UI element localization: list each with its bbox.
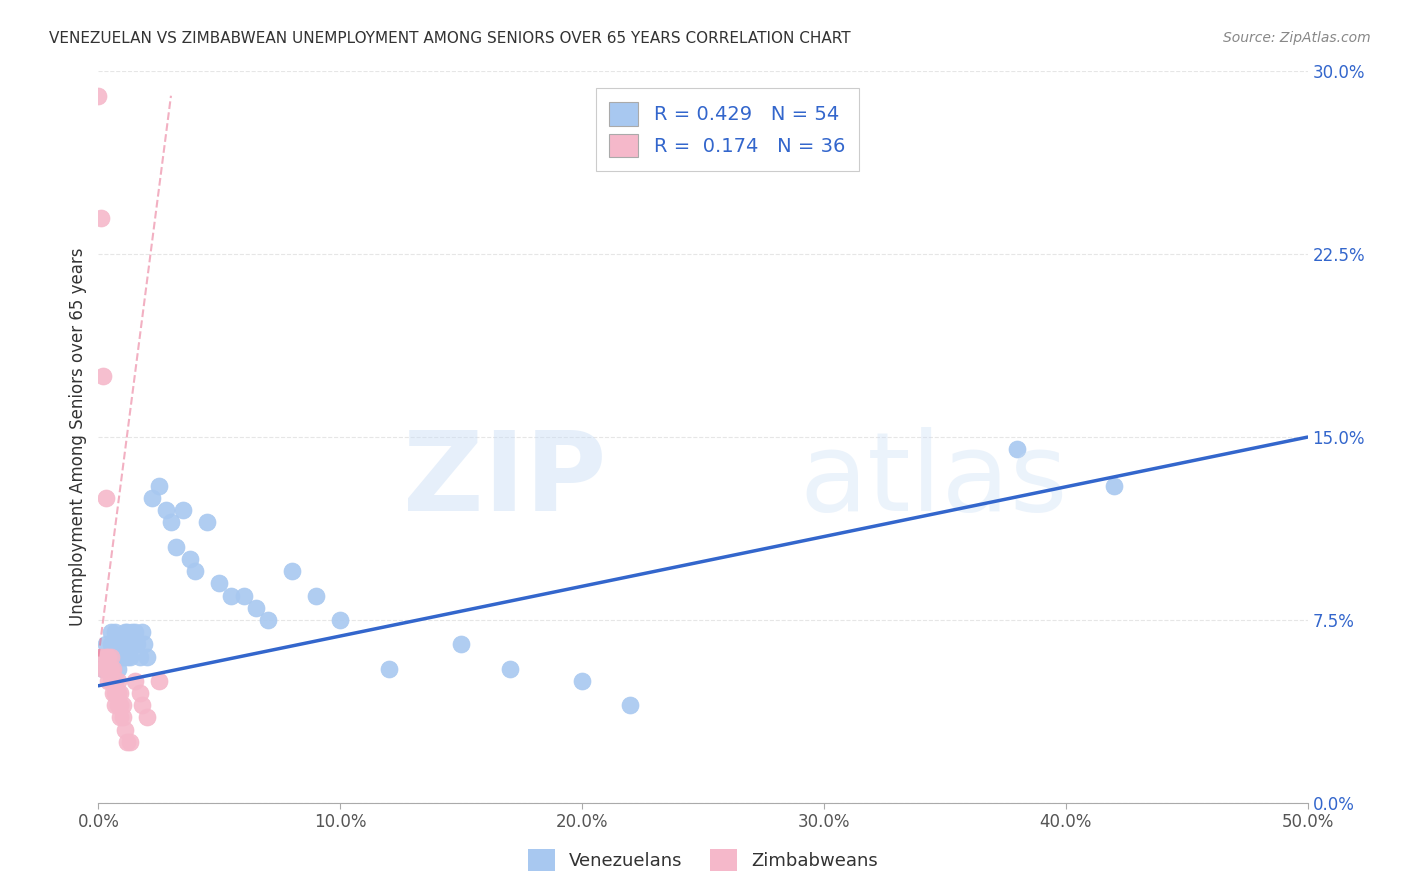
Point [128, 649, 150, 664]
Point [256, 613, 278, 627]
Point [107, 649, 129, 664]
Point [114, 625, 136, 640]
Point [94, 491, 117, 505]
Point [127, 637, 149, 651]
Point [100, 662, 122, 676]
Point [107, 698, 129, 713]
Point [195, 516, 218, 530]
Text: ZIP: ZIP [404, 427, 606, 534]
Point [100, 637, 122, 651]
Point [97, 673, 120, 688]
Point [100, 625, 122, 640]
Point [114, 723, 136, 737]
Point [377, 662, 399, 676]
Point [118, 637, 141, 651]
Point [107, 662, 129, 676]
Point [101, 649, 124, 664]
Point [107, 673, 129, 688]
Point [111, 649, 134, 664]
Point [160, 516, 183, 530]
Point [117, 625, 139, 640]
Legend: Venezuelans, Zimbabweans: Venezuelans, Zimbabweans [520, 842, 886, 879]
Point [121, 637, 143, 651]
Point [148, 673, 170, 688]
Point [101, 662, 124, 676]
Point [108, 649, 131, 664]
Point [208, 576, 231, 591]
Point [97, 662, 120, 676]
Point [118, 649, 141, 664]
Point [118, 735, 141, 749]
Point [100, 649, 122, 664]
Point [141, 491, 163, 505]
Point [87, 88, 110, 103]
Point [104, 686, 127, 700]
Point [111, 710, 134, 724]
Point [179, 552, 201, 566]
Point [135, 710, 157, 724]
Point [94, 662, 117, 676]
Point [91, 662, 114, 676]
Point [108, 637, 131, 651]
Point [155, 503, 177, 517]
Point [108, 686, 131, 700]
Point [1102, 479, 1125, 493]
Point [281, 564, 304, 578]
Point [101, 662, 124, 676]
Point [131, 698, 153, 713]
Text: Source: ZipAtlas.com: Source: ZipAtlas.com [1223, 31, 1371, 45]
Point [94, 637, 117, 651]
Point [128, 686, 150, 700]
Point [100, 673, 122, 688]
Point [131, 625, 153, 640]
Point [97, 649, 120, 664]
Point [172, 503, 194, 517]
Point [104, 673, 127, 688]
Point [91, 369, 114, 384]
Point [498, 662, 520, 676]
Point [90, 211, 112, 225]
Point [245, 600, 267, 615]
Point [107, 686, 129, 700]
Point [91, 662, 114, 676]
Point [232, 589, 254, 603]
Point [135, 649, 157, 664]
Point [101, 673, 124, 688]
Point [121, 625, 143, 640]
Point [90, 649, 112, 664]
Point [90, 649, 112, 664]
Point [165, 540, 187, 554]
Point [184, 564, 207, 578]
Point [114, 637, 136, 651]
Point [101, 686, 124, 700]
Y-axis label: Unemployment Among Seniors over 65 years: Unemployment Among Seniors over 65 years [69, 248, 87, 626]
Point [108, 710, 131, 724]
Point [97, 649, 120, 664]
Point [111, 698, 134, 713]
Point [104, 625, 127, 640]
Point [305, 589, 328, 603]
Legend: R = 0.429   N = 54, R =  0.174   N = 36: R = 0.429 N = 54, R = 0.174 N = 36 [596, 88, 859, 171]
Text: VENEZUELAN VS ZIMBABWEAN UNEMPLOYMENT AMONG SENIORS OVER 65 YEARS CORRELATION CH: VENEZUELAN VS ZIMBABWEAN UNEMPLOYMENT AM… [49, 31, 851, 46]
Point [124, 673, 146, 688]
Point [117, 735, 139, 749]
Point [124, 625, 146, 640]
Point [221, 589, 243, 603]
Point [108, 698, 131, 713]
Point [329, 613, 352, 627]
Point [1007, 442, 1029, 457]
Point [117, 649, 139, 664]
Point [104, 698, 127, 713]
Text: atlas: atlas [800, 427, 1069, 534]
Point [111, 637, 134, 651]
Point [571, 673, 593, 688]
Point [94, 649, 117, 664]
Point [148, 479, 170, 493]
Point [134, 637, 156, 651]
Point [104, 637, 127, 651]
Point [450, 637, 472, 651]
Point [619, 698, 641, 713]
